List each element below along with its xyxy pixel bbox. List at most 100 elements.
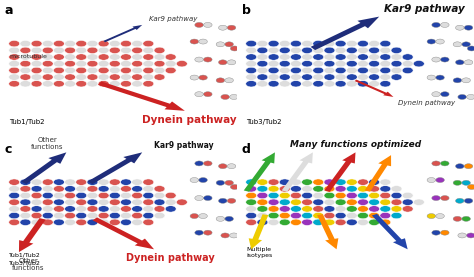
Circle shape bbox=[301, 74, 312, 80]
Circle shape bbox=[462, 42, 470, 47]
Circle shape bbox=[246, 199, 257, 206]
Circle shape bbox=[391, 54, 402, 60]
Circle shape bbox=[464, 198, 473, 203]
Circle shape bbox=[54, 212, 64, 219]
Circle shape bbox=[279, 54, 290, 60]
Circle shape bbox=[291, 81, 301, 87]
Circle shape bbox=[301, 47, 312, 53]
Circle shape bbox=[154, 54, 165, 60]
Circle shape bbox=[279, 199, 290, 206]
Circle shape bbox=[76, 67, 87, 74]
Circle shape bbox=[216, 216, 225, 221]
Circle shape bbox=[357, 74, 368, 80]
Circle shape bbox=[227, 25, 236, 30]
Text: Dynein pathway: Dynein pathway bbox=[126, 253, 215, 263]
Circle shape bbox=[132, 67, 143, 74]
Circle shape bbox=[64, 60, 75, 67]
Circle shape bbox=[335, 60, 346, 67]
Circle shape bbox=[54, 54, 64, 60]
Circle shape bbox=[268, 40, 279, 47]
Circle shape bbox=[380, 60, 391, 67]
FancyArrow shape bbox=[98, 81, 185, 111]
Circle shape bbox=[109, 212, 120, 219]
Circle shape bbox=[64, 179, 75, 185]
Text: Tub1/Tub2: Tub1/Tub2 bbox=[9, 253, 41, 258]
Circle shape bbox=[291, 219, 301, 225]
Circle shape bbox=[9, 60, 19, 67]
Circle shape bbox=[225, 78, 233, 83]
Circle shape bbox=[76, 74, 87, 80]
Circle shape bbox=[31, 54, 42, 60]
Circle shape bbox=[76, 199, 87, 206]
Circle shape bbox=[301, 81, 312, 87]
Circle shape bbox=[369, 40, 380, 47]
Circle shape bbox=[324, 212, 335, 219]
Circle shape bbox=[132, 199, 143, 206]
Circle shape bbox=[229, 233, 238, 238]
Circle shape bbox=[154, 192, 165, 199]
Circle shape bbox=[225, 42, 233, 47]
Circle shape bbox=[391, 186, 402, 192]
Circle shape bbox=[120, 54, 131, 60]
Circle shape bbox=[440, 57, 449, 62]
Text: d: d bbox=[242, 143, 251, 156]
Circle shape bbox=[432, 57, 440, 62]
Circle shape bbox=[109, 47, 120, 53]
Circle shape bbox=[195, 196, 203, 201]
Circle shape bbox=[195, 230, 203, 235]
Circle shape bbox=[335, 179, 346, 185]
Circle shape bbox=[432, 22, 440, 27]
Circle shape bbox=[42, 206, 53, 212]
Circle shape bbox=[335, 186, 346, 192]
Circle shape bbox=[464, 25, 473, 30]
Circle shape bbox=[301, 212, 312, 219]
Circle shape bbox=[20, 186, 31, 192]
Circle shape bbox=[324, 67, 335, 74]
FancyArrow shape bbox=[19, 218, 46, 252]
Circle shape bbox=[20, 40, 31, 47]
Circle shape bbox=[380, 179, 391, 185]
Circle shape bbox=[76, 186, 87, 192]
Circle shape bbox=[440, 196, 449, 201]
Circle shape bbox=[369, 74, 380, 80]
Circle shape bbox=[427, 75, 436, 80]
Circle shape bbox=[279, 219, 290, 225]
Circle shape bbox=[98, 74, 109, 80]
Circle shape bbox=[154, 199, 165, 206]
Circle shape bbox=[109, 186, 120, 192]
Circle shape bbox=[357, 186, 368, 192]
Circle shape bbox=[219, 60, 227, 65]
Circle shape bbox=[98, 199, 109, 206]
Circle shape bbox=[291, 54, 301, 60]
Circle shape bbox=[9, 40, 19, 47]
Circle shape bbox=[257, 212, 268, 219]
Text: Tub1/Tub2: Tub1/Tub2 bbox=[9, 119, 45, 125]
Circle shape bbox=[268, 219, 279, 225]
Circle shape bbox=[9, 219, 19, 225]
Circle shape bbox=[54, 60, 64, 67]
Circle shape bbox=[291, 192, 301, 199]
Circle shape bbox=[87, 212, 98, 219]
Circle shape bbox=[291, 206, 301, 212]
Circle shape bbox=[20, 54, 31, 60]
Circle shape bbox=[369, 192, 380, 199]
Circle shape bbox=[357, 199, 368, 206]
Text: Kar9 pathway: Kar9 pathway bbox=[154, 141, 214, 150]
Circle shape bbox=[391, 192, 402, 199]
Circle shape bbox=[42, 199, 53, 206]
Circle shape bbox=[87, 206, 98, 212]
Circle shape bbox=[120, 199, 131, 206]
Circle shape bbox=[87, 67, 98, 74]
Circle shape bbox=[9, 186, 19, 192]
Circle shape bbox=[154, 212, 165, 219]
Circle shape bbox=[380, 206, 391, 212]
Circle shape bbox=[427, 214, 436, 219]
Circle shape bbox=[257, 179, 268, 185]
Circle shape bbox=[279, 179, 290, 185]
Circle shape bbox=[76, 212, 87, 219]
Circle shape bbox=[268, 67, 279, 74]
Circle shape bbox=[346, 199, 357, 206]
Circle shape bbox=[87, 199, 98, 206]
Circle shape bbox=[301, 40, 312, 47]
Circle shape bbox=[391, 74, 402, 80]
